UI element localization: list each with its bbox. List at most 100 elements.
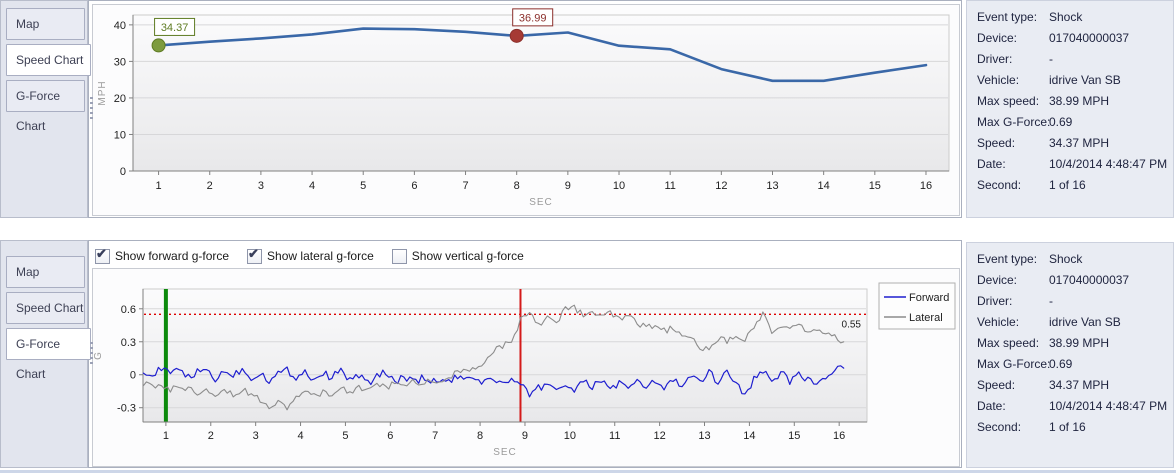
x-tick-label: 1 <box>156 180 162 192</box>
info-row: Driver: - <box>977 294 1053 308</box>
info-row: Speed: 34.37 MPH <box>977 136 1110 150</box>
checkbox-show-lateral-gforce[interactable]: ✔ Show lateral g-force <box>247 245 374 264</box>
speed-chart-panel: 1 2 3 4 5 6 7 8 9 10 11 12 13 14 15 16 0 10 20 30 40 SEC MPH 34… <box>88 0 962 218</box>
series-speed <box>157 27 928 83</box>
x-tick-label: 14 <box>818 180 830 192</box>
tab-gforce-chart[interactable]: G-Force Chart <box>6 80 85 133</box>
checkbox-label: Show lateral g-force <box>267 249 374 263</box>
info-row: Max G-Force:0.69 <box>977 115 1073 129</box>
y-tick-label: 0.6 <box>121 304 136 316</box>
x-tick-label: 5 <box>360 180 366 192</box>
checkbox-label: Show vertical g-force <box>411 249 524 263</box>
x-tick-label: 6 <box>411 180 417 192</box>
splitter-grip[interactable] <box>90 342 93 366</box>
checkbox-icon: ✔ <box>95 245 110 264</box>
x-axis-title: SEC <box>493 447 517 458</box>
x-tick-label: 8 <box>477 430 483 442</box>
checkbox-show-forward-gforce[interactable]: ✔ Show forward g-force <box>95 245 230 264</box>
x-tick-label: 9 <box>522 430 528 442</box>
x-tick-label: 12 <box>715 180 727 192</box>
x-tick-label: 7 <box>432 430 438 442</box>
series-lateral <box>142 304 845 411</box>
series-forward <box>142 365 845 398</box>
tab-map[interactable]: Map <box>6 8 85 40</box>
speed-chart-box: 1 2 3 4 5 6 7 8 9 10 11 12 13 14 15 16 0 10 20 30 40 SEC MPH 34… <box>92 4 960 216</box>
info-row: Max speed: 38.99 MPH <box>977 336 1110 350</box>
gforce-section-tab-column: Map Speed Chart G-Force Chart <box>0 240 91 468</box>
checkbox-icon: ✔ <box>391 248 407 264</box>
gforce-checkbox-row: ✔ Show forward g-force ✔ Show lateral g-… <box>95 244 524 268</box>
x-tick-label: 9 <box>565 180 571 192</box>
checkbox-label: Show forward g-force <box>115 249 230 263</box>
x-tick-label: 15 <box>869 180 881 192</box>
y-tick-label: 0.3 <box>121 337 136 349</box>
x-tick-label: 1 <box>163 430 169 442</box>
check-mark-icon: ✔ <box>248 245 259 261</box>
checkbox-show-vertical-gforce[interactable]: ✔ Show vertical g-force <box>391 248 524 264</box>
info-row: Speed: 34.37 MPH <box>977 378 1110 392</box>
gforce-chart-box: 0.55 1 2 3 4 5 6 7 8 9 10 11 12 13 14 15 16 -0.3 0 0.3 0.6 SE… <box>92 268 960 467</box>
checkbox-icon: ✔ <box>247 245 263 264</box>
splitter-grip[interactable] <box>90 97 93 121</box>
x-axis-title: SEC <box>529 197 553 208</box>
x-tick-label: 16 <box>920 180 932 192</box>
speed-section-tab-column: Map Speed Chart G-Force Chart <box>0 0 91 218</box>
x-tick-label: 10 <box>564 430 576 442</box>
point-marker-1 <box>509 28 524 43</box>
x-tick-label: 14 <box>743 430 755 442</box>
x-tick-label: 7 <box>462 180 468 192</box>
x-tick-label: 6 <box>387 430 393 442</box>
gforce-chart-canvas[interactable]: 0.551 2 3 4 5 6 7 8 9 10 11 12 13 14 15 16-0.300.30.6SE… <box>93 269 957 464</box>
point-label-box-0 <box>154 17 196 36</box>
info-row: Date: 10/4/2014 4:48:47 PM <box>977 157 1168 171</box>
plot-area <box>142 288 868 423</box>
y-tick-label: 30 <box>114 56 126 68</box>
x-tick-label: 3 <box>253 430 259 442</box>
x-tick-label: 8 <box>514 180 520 192</box>
info-row: Max G-Force:0.69 <box>977 357 1073 371</box>
info-row: Vehicle: idrive Van SB <box>977 315 1121 329</box>
speed-chart-canvas[interactable]: 1 2 3 4 5 6 7 8 9 10 11 12 13 14 15 16010203040SECMPH34… <box>93 5 957 213</box>
info-row: Date: 10/4/2014 4:48:47 PM <box>977 399 1168 413</box>
tab-map[interactable]: Map <box>6 256 85 288</box>
legend-label-forward: Forward <box>909 292 949 304</box>
y-tick-label: 20 <box>114 93 126 105</box>
event-info-panel: Event type: Shock Device: 017040000037 Dri… <box>966 0 1174 218</box>
x-tick-label: 2 <box>208 430 214 442</box>
x-tick-label: 4 <box>309 180 315 192</box>
window-bottom-edge <box>0 470 1176 473</box>
tab-gforce-chart[interactable]: G-Force Chart <box>6 328 91 381</box>
x-tick-label: 5 <box>342 430 348 442</box>
threshold-label: 0.55 <box>842 319 862 330</box>
point-label-1: 36.99 <box>519 12 547 24</box>
gforce-chart-panel: ✔ Show forward g-force ✔ Show lateral g-… <box>88 240 962 468</box>
y-tick-label: 0 <box>120 166 126 178</box>
info-row: Second: 1 of 16 <box>977 420 1086 434</box>
x-tick-label: 13 <box>766 180 778 192</box>
info-row: Device: 017040000037 <box>977 273 1130 287</box>
tab-speed-chart[interactable]: Speed Chart <box>6 44 91 76</box>
info-row: Event type: Shock <box>977 10 1083 24</box>
y-axis-title: MPH <box>97 80 108 105</box>
x-tick-label: 3 <box>258 180 264 192</box>
point-label-box-1 <box>512 8 554 27</box>
x-tick-label: 11 <box>609 430 620 442</box>
y-tick-label: 0 <box>130 370 136 382</box>
point-marker-0 <box>151 38 166 53</box>
x-tick-label: 12 <box>654 430 666 442</box>
info-row: Driver: - <box>977 52 1053 66</box>
y-tick-label: -0.3 <box>117 403 136 415</box>
info-row: Vehicle: idrive Van SB <box>977 73 1121 87</box>
x-tick-label: 4 <box>297 430 303 442</box>
x-tick-label: 16 <box>833 430 845 442</box>
info-row: Second: 1 of 16 <box>977 178 1086 192</box>
tab-speed-chart[interactable]: Speed Chart <box>6 292 85 324</box>
legend-label-lateral: Lateral <box>909 312 943 324</box>
event-info-panel: Event type: Shock Device: 017040000037 Dri… <box>966 242 1174 468</box>
legend-box <box>878 282 956 330</box>
info-row: Event type: Shock <box>977 252 1083 266</box>
x-tick-label: 10 <box>613 180 625 192</box>
x-tick-label: 13 <box>698 430 710 442</box>
check-mark-icon: ✔ <box>96 245 107 261</box>
